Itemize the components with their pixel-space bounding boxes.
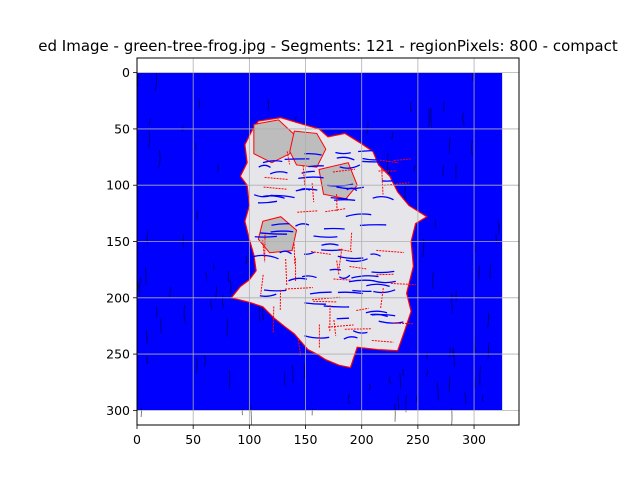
y-axis: 0 50 100 150 200 250 300 <box>106 65 137 418</box>
x-tick-label: 150 <box>294 432 318 447</box>
x-tick-label: 300 <box>462 432 486 447</box>
y-tick-label: 200 <box>106 290 130 305</box>
gray-region <box>289 130 327 168</box>
chart-title: ed Image - green-tree-frog.jpg - Segment… <box>38 37 618 55</box>
y-tick-label: 250 <box>106 347 130 362</box>
y-tick-label: 150 <box>106 234 130 249</box>
segmented-image <box>137 72 503 425</box>
y-tick-label: 50 <box>114 121 130 136</box>
x-axis: 0 50 100 150 200 250 300 <box>133 425 486 447</box>
y-tick-label: 0 <box>122 65 130 80</box>
gray-region <box>257 216 298 254</box>
x-tick-label: 200 <box>350 432 374 447</box>
x-tick-label: 250 <box>406 432 430 447</box>
y-tick-label: 300 <box>106 403 130 418</box>
gray-region <box>253 119 295 164</box>
grid <box>136 58 519 425</box>
segment-boundaries <box>260 151 416 356</box>
x-tick-label: 100 <box>237 432 261 447</box>
x-tick-label: 50 <box>185 432 201 447</box>
x-tick-label: 0 <box>133 432 141 447</box>
y-tick-label: 100 <box>106 178 130 193</box>
